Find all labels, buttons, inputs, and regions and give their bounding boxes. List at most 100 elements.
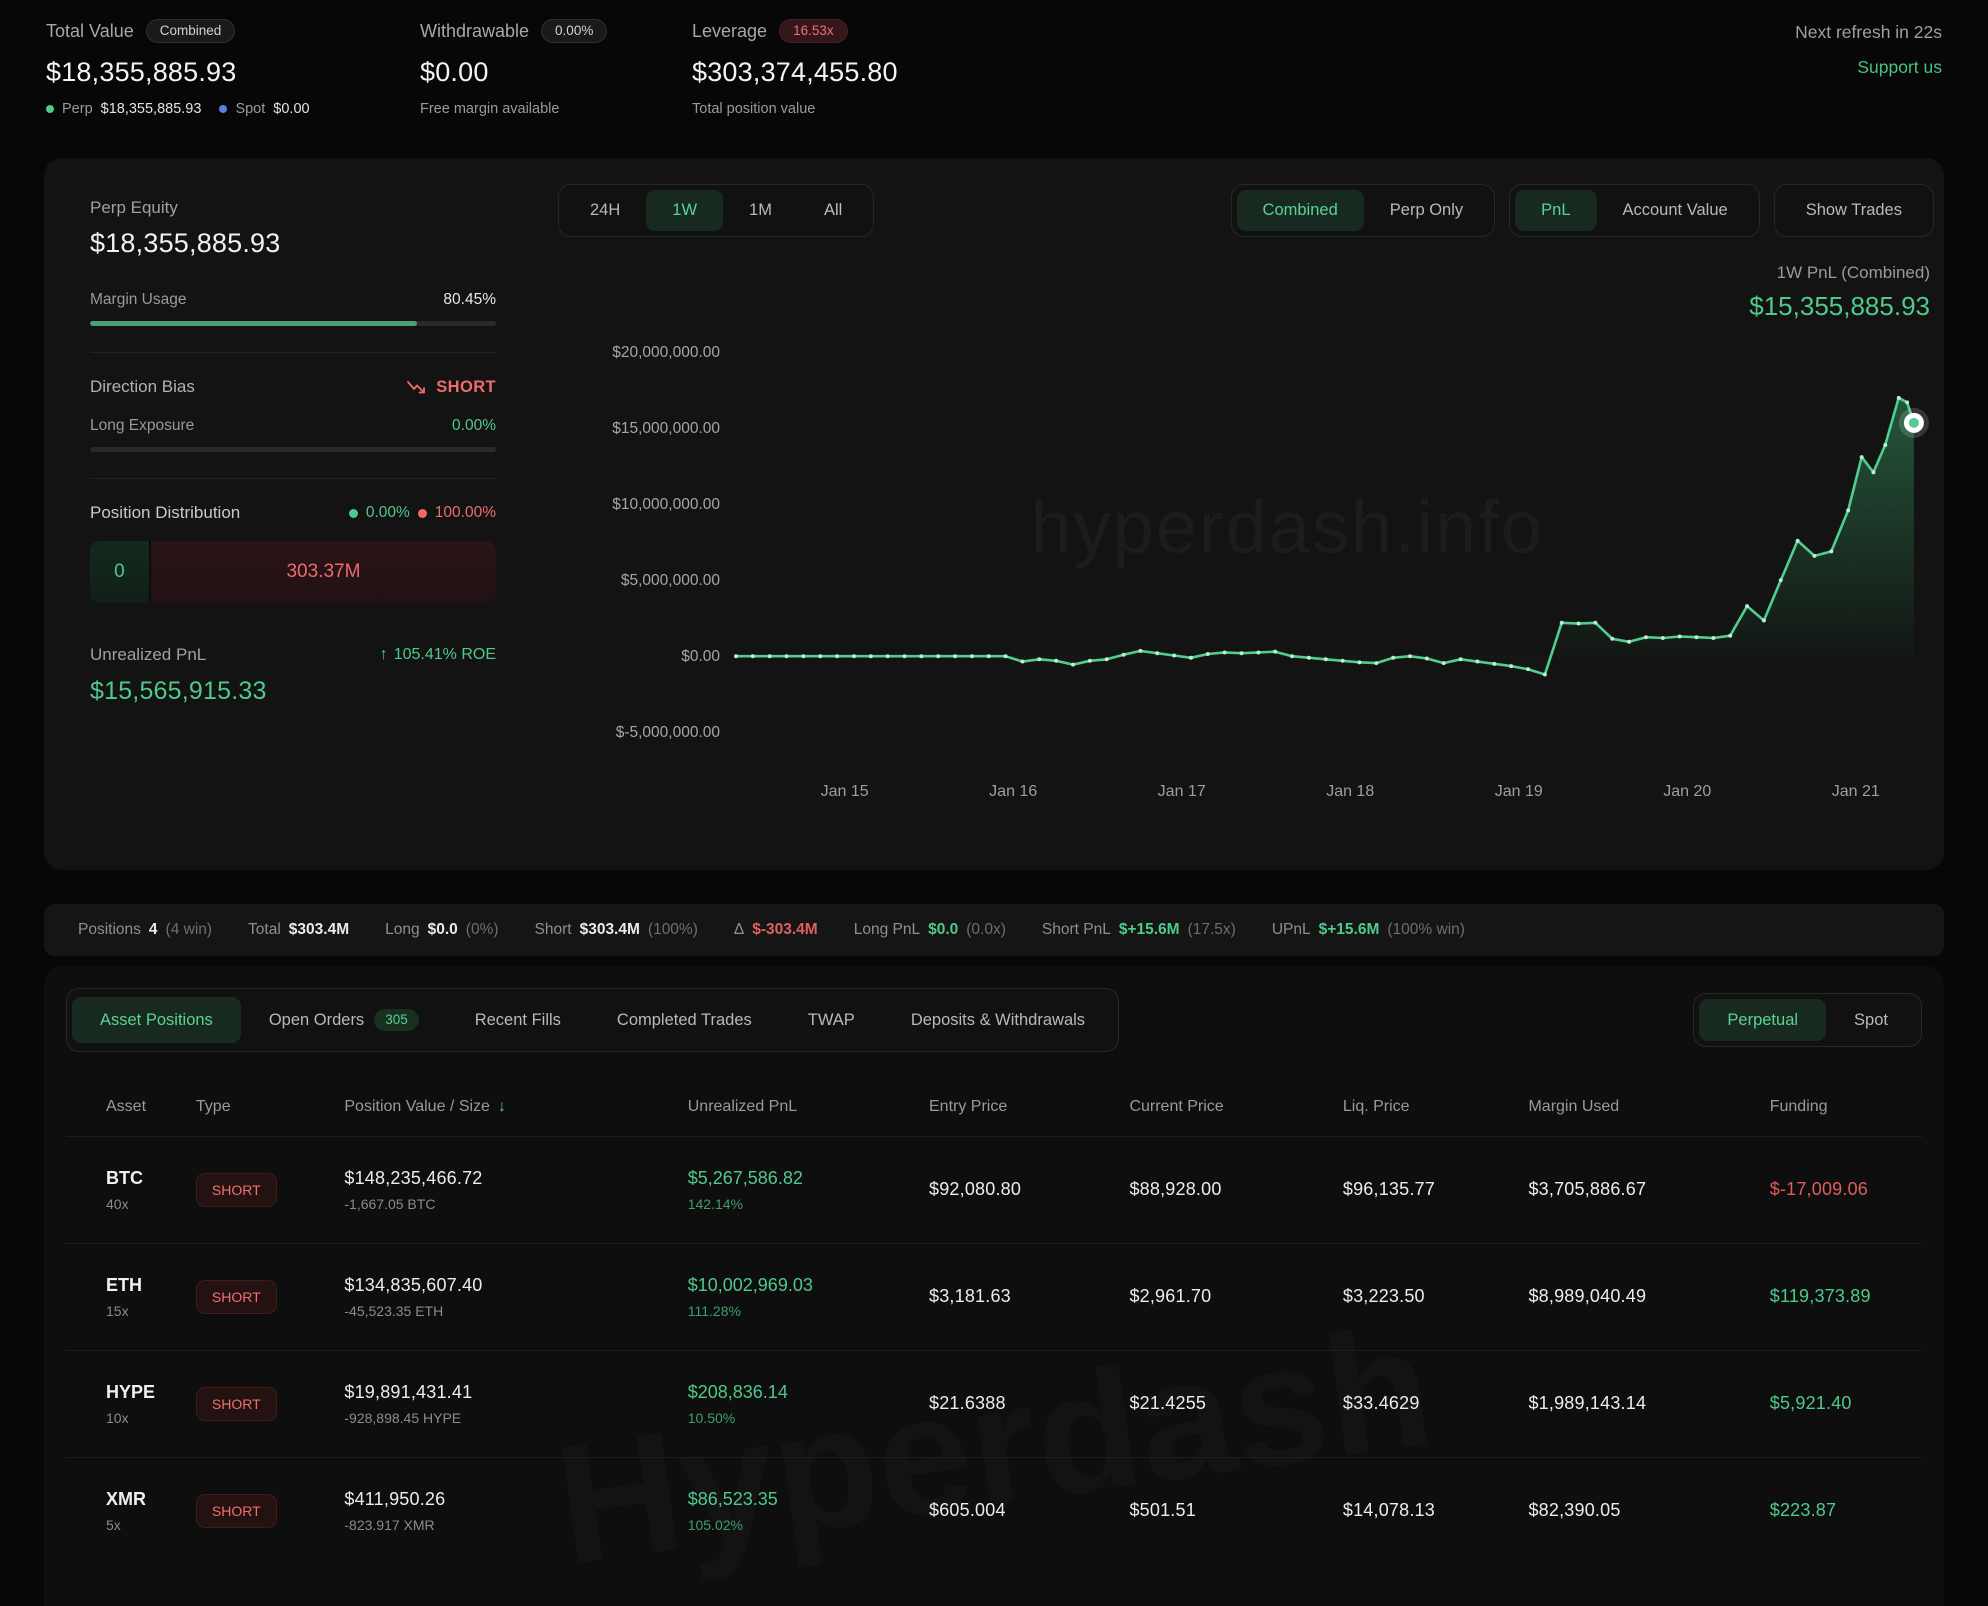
long-exposure-bar [90, 447, 496, 452]
col-header-unrealized-pnl[interactable]: Unrealized PnL [687, 1097, 798, 1115]
long-exposure-label: Long Exposure [90, 417, 195, 434]
type-cell: SHORT [195, 1172, 344, 1207]
tab-completed-trades[interactable]: Completed Trades [589, 997, 780, 1044]
unrealized-pnl-value: $15,565,915.33 [90, 677, 267, 705]
funding-cell: $119,373.89 [1769, 1286, 1871, 1306]
total-value-stat: Total Value Combined $18,355,885.93 Perp… [46, 14, 420, 117]
upnl-win: (100% win) [1387, 921, 1465, 938]
long-distribution-pct: 0.00% [365, 504, 410, 521]
upnl-value: $+15.6M [1318, 921, 1380, 938]
total-value-amount: $18,355,885.93 [46, 57, 237, 87]
spot-value: $0.00 [273, 101, 310, 117]
position-value-cell: $148,235,466.72 -1,667.05 BTC [344, 1167, 483, 1212]
positions-summary-bar: Positions 4 (4 win) Total $303.4M Long $… [44, 904, 1944, 956]
short-value: $303.4M [579, 921, 640, 938]
position-row[interactable]: XMR 5x SHORT $411,950.26 -823.917 XMR $8… [66, 1456, 1922, 1564]
entry-price-cell: $92,080.80 [929, 1179, 1022, 1199]
tab-recent-fills-label: Recent Fills [474, 1010, 561, 1029]
range-1w-button[interactable]: 1W [646, 190, 724, 231]
range-24h-button[interactable]: 24H [564, 190, 646, 231]
roe-up-arrow-icon: ↑ [379, 646, 388, 663]
top-header: Total Value Combined $18,355,885.93 Perp… [0, 0, 1988, 117]
svg-text:Jan 17: Jan 17 [1158, 783, 1206, 800]
svg-text:$20,000,000.00: $20,000,000.00 [612, 344, 720, 361]
short-badge: SHORT [195, 1172, 277, 1207]
combined-badge: Combined [145, 19, 236, 43]
tab-open-orders-label: Open Orders [268, 1010, 365, 1029]
col-header-entry-price[interactable]: Entry Price [929, 1097, 1008, 1115]
tab-asset-positions[interactable]: Asset Positions [72, 996, 241, 1043]
long-label: Long [385, 921, 420, 938]
perp-equity-section: Perp Equity $18,355,885.93 Margin Usage … [90, 198, 496, 326]
col-header-liq-price[interactable]: Liq. Price [1342, 1097, 1410, 1115]
positions-win: (4 win) [165, 921, 213, 938]
unrealized-pnl-label: Unrealized PnL [90, 645, 207, 664]
tab-recent-fills[interactable]: Recent Fills [447, 997, 589, 1044]
perp-value: $18,355,885.93 [100, 101, 202, 117]
direction-bias-value: SHORT [436, 377, 496, 396]
funding-cell: $5,921.40 [1769, 1393, 1852, 1413]
spot-dot-icon [219, 105, 228, 113]
col-header-current-price[interactable]: Current Price [1129, 1097, 1224, 1115]
sort-desc-icon: ↓ [497, 1097, 506, 1115]
range-1m-button[interactable]: 1M [723, 190, 798, 231]
panel-divider [90, 352, 496, 353]
asset-cell: HYPE 10x [106, 1381, 156, 1426]
short-legend-dot-icon [417, 508, 427, 518]
position-distribution-bar: 0 303.37M [90, 541, 496, 603]
scope-combined-button[interactable]: Combined [1236, 190, 1364, 231]
withdrawable-amount: $0.00 [420, 57, 489, 87]
withdrawable-sub: Free margin available [420, 101, 560, 117]
tab-deposits-withdrawals[interactable]: Deposits & Withdrawals [883, 997, 1113, 1044]
short-badge: SHORT [195, 1279, 277, 1314]
margin-usage-bar-fill [90, 321, 417, 326]
withdrawable-stat: Withdrawable 0.00% $0.00 Free margin ava… [420, 14, 692, 117]
col-header-margin-used[interactable]: Margin Used [1528, 1097, 1620, 1115]
asset-cell: XMR 5x [106, 1488, 146, 1533]
perp-dot-icon [46, 105, 54, 113]
range-all-button[interactable]: All [798, 190, 868, 231]
support-us-link[interactable]: Support us [1857, 57, 1942, 77]
market-spot-button[interactable]: Spot [1826, 999, 1916, 1042]
position-row[interactable]: HYPE 10x SHORT $19,891,431.41 -928,898.4… [66, 1349, 1922, 1457]
chart-title: 1W PnL (Combined) [1776, 262, 1930, 282]
svg-text:$0.00: $0.00 [681, 648, 720, 665]
asset-cell: ETH 15x [106, 1274, 142, 1319]
asset-cell: BTC 40x [106, 1167, 143, 1212]
unrealized-pnl-cell: $5,267,586.82 142.14% [687, 1167, 803, 1212]
col-header-type[interactable]: Type [195, 1097, 231, 1115]
market-perpetual-button[interactable]: Perpetual [1699, 998, 1827, 1041]
perp-equity-label: Perp Equity [90, 198, 178, 217]
scope-perp-only-button[interactable]: Perp Only [1364, 190, 1489, 231]
short-label: Short [534, 921, 572, 938]
entry-price-cell: $605.004 [929, 1500, 1006, 1520]
perp-label: Perp [62, 101, 93, 117]
position-row[interactable]: BTC 40x SHORT $148,235,466.72 -1,667.05 … [66, 1135, 1922, 1243]
col-header-position-value[interactable]: Position Value / Size ↓ [344, 1097, 506, 1115]
margin-usage-value: 80.45% [443, 291, 496, 308]
mode-account-value-button[interactable]: Account Value [1597, 190, 1754, 231]
mode-pnl-button[interactable]: PnL [1515, 190, 1597, 231]
show-trades-button[interactable]: Show Trades [1780, 190, 1928, 231]
position-row[interactable]: ETH 15x SHORT $134,835,607.40 -45,523.35… [66, 1242, 1922, 1350]
position-value-cell: $134,835,607.40 -45,523.35 ETH [344, 1274, 483, 1319]
funding-cell: $-17,009.06 [1769, 1179, 1869, 1199]
scope-toggle-group: Combined Perp Only [1230, 184, 1496, 237]
tab-twap[interactable]: TWAP [780, 997, 883, 1044]
direction-bias-section: Direction Bias SHORT Long Exposure 0.00% [90, 377, 496, 452]
distribution-short-segment: 303.37M [150, 541, 496, 603]
total-value: $303.4M [288, 921, 350, 938]
col-header-funding[interactable]: Funding [1769, 1097, 1828, 1115]
liq-price-cell: $14,078.13 [1342, 1500, 1435, 1520]
open-orders-count-badge: 305 [374, 1009, 419, 1031]
direction-bias-label: Direction Bias [90, 377, 195, 396]
col-header-asset[interactable]: Asset [106, 1097, 147, 1115]
position-distribution-label: Position Distribution [90, 503, 241, 522]
short-pnl-mult: (17.5x) [1187, 921, 1236, 938]
chart-pnl-value: $15,355,885.93 [1749, 290, 1930, 321]
positions-table: Hyperdash Asset Type Position Value / Si… [66, 1078, 1922, 1564]
svg-text:Jan 19: Jan 19 [1495, 783, 1543, 800]
tab-open-orders[interactable]: Open Orders 305 [241, 994, 447, 1046]
table-tabs-group: Asset Positions Open Orders 305 Recent F… [66, 988, 1120, 1052]
withdrawable-pct-badge: 0.00% [541, 19, 608, 43]
